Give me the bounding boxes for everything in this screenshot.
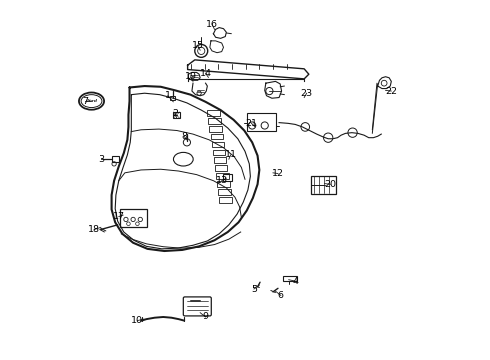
Text: 10: 10 [131, 316, 144, 325]
Text: 16: 16 [206, 19, 218, 28]
Bar [216, 173, 228, 179]
Text: 23: 23 [301, 89, 313, 98]
Bar [247, 113, 276, 131]
Bar [218, 189, 231, 195]
Bar [283, 276, 297, 281]
Bar [112, 156, 119, 162]
Bar [173, 112, 180, 118]
Bar [170, 96, 175, 100]
Text: 7: 7 [82, 96, 88, 105]
Text: 8: 8 [181, 132, 187, 141]
Text: 22: 22 [385, 86, 397, 95]
Bar [311, 176, 336, 194]
Text: 4: 4 [292, 276, 298, 285]
Text: 11: 11 [224, 150, 237, 159]
Bar [223, 174, 232, 181]
Text: 15: 15 [192, 41, 204, 50]
Text: 19: 19 [185, 72, 196, 81]
Bar [213, 149, 225, 155]
Text: 12: 12 [272, 169, 284, 178]
Text: 3: 3 [98, 155, 104, 164]
Bar [219, 197, 232, 203]
Text: Ford: Ford [86, 99, 97, 103]
Text: 14: 14 [199, 69, 212, 78]
Bar [214, 157, 226, 163]
Bar [215, 165, 227, 171]
Text: 5: 5 [251, 284, 257, 293]
Bar [208, 118, 221, 124]
Bar [207, 110, 220, 116]
Text: 20: 20 [324, 180, 336, 189]
Text: 6: 6 [278, 291, 284, 300]
Text: 13: 13 [216, 176, 228, 185]
Bar [217, 181, 230, 187]
Bar [212, 141, 224, 147]
Text: 17: 17 [113, 212, 125, 221]
Bar [120, 209, 147, 227]
Bar [210, 126, 222, 132]
Text: 21: 21 [245, 119, 257, 128]
Text: 2: 2 [172, 109, 178, 118]
Bar [211, 134, 223, 139]
Text: 9: 9 [202, 312, 209, 321]
Text: 18: 18 [88, 225, 100, 234]
Text: 1: 1 [165, 91, 171, 100]
